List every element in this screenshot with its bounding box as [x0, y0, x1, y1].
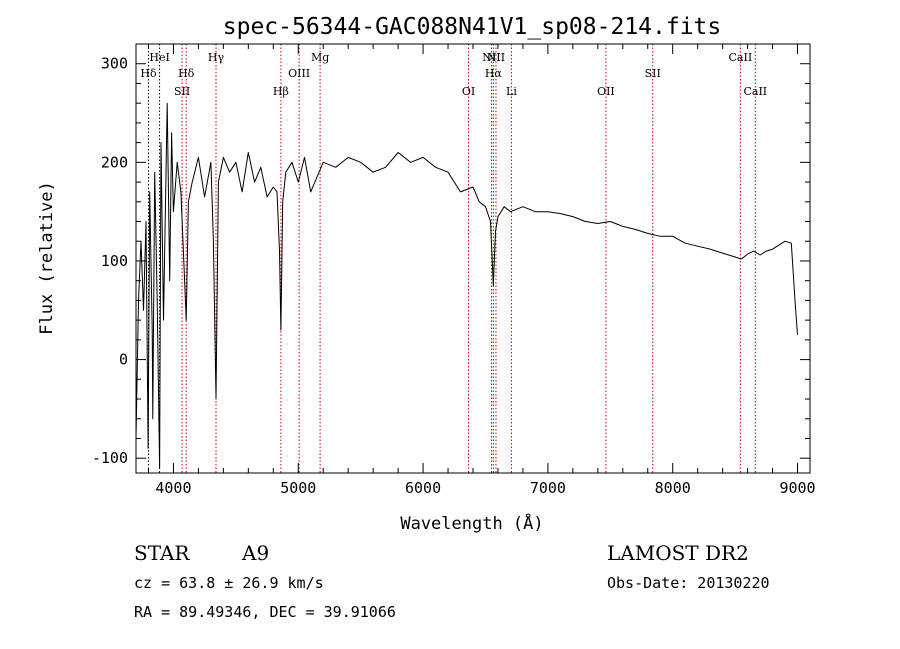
y-tick-label: -100 [92, 449, 128, 467]
coordinates: RA = 89.49346, DEC = 39.91066 [134, 603, 396, 621]
line-label-hδ: Hδ [140, 67, 157, 80]
spectrum-series [135, 102, 798, 469]
observation-date: Obs-Date: 20130220 [607, 574, 770, 592]
line-label-li: Li [506, 85, 517, 98]
line-label-oi: OI [462, 85, 475, 98]
line-label-oii: OII [597, 85, 615, 98]
spectrum-line-0 [135, 102, 798, 469]
line-label-sii: SII [645, 67, 661, 80]
line-label-hei: HeI [149, 51, 169, 64]
line-label-mg: Mg [311, 51, 329, 64]
line-label-hβ: Hβ [273, 85, 289, 98]
line-label-caii: CaII [729, 51, 753, 64]
y-axis-label: Flux (relative) [37, 181, 57, 335]
object-subclass: A9 [241, 541, 269, 565]
line-label-hδ: Hδ [178, 67, 195, 80]
plot-frame [135, 43, 811, 474]
line-label-nii: NII [487, 51, 505, 64]
x-tick-label: 5000 [280, 479, 316, 497]
line-label-caii: CaII [743, 85, 767, 98]
line-label-oiii: OIII [288, 67, 310, 80]
object-class: STAR [134, 541, 190, 565]
x-tick-label: 8000 [655, 479, 691, 497]
y-tick-label: 200 [101, 153, 128, 171]
x-tick-label: 9000 [779, 479, 815, 497]
x-axis-label: Wavelength (Å) [400, 512, 543, 534]
line-label-nii: NII [482, 51, 500, 64]
x-tick-label: 6000 [405, 479, 441, 497]
plot-axes: 4000 5000 6000 7000 8000 9000 -100 0 100 200 300 [92, 43, 816, 497]
line-label-hα: Hα [485, 67, 503, 80]
spectral-line-markers [147, 44, 756, 473]
redshift-velocity: cz = 63.8 ± 26.9 km/s [134, 574, 324, 592]
x-tick-label: 4000 [155, 479, 191, 497]
survey-name: LAMOST DR2 [607, 541, 749, 565]
x-tick-label: 7000 [530, 479, 566, 497]
chart-title: spec-56344-GAC088N41V1_sp08-214.fits [223, 14, 722, 40]
y-tick-label: 100 [101, 252, 128, 270]
line-label-sii: SII [174, 85, 190, 98]
y-tick-label: 0 [119, 351, 128, 369]
line-label-hγ: Hγ [208, 51, 225, 64]
y-tick-label: 300 [101, 55, 128, 73]
